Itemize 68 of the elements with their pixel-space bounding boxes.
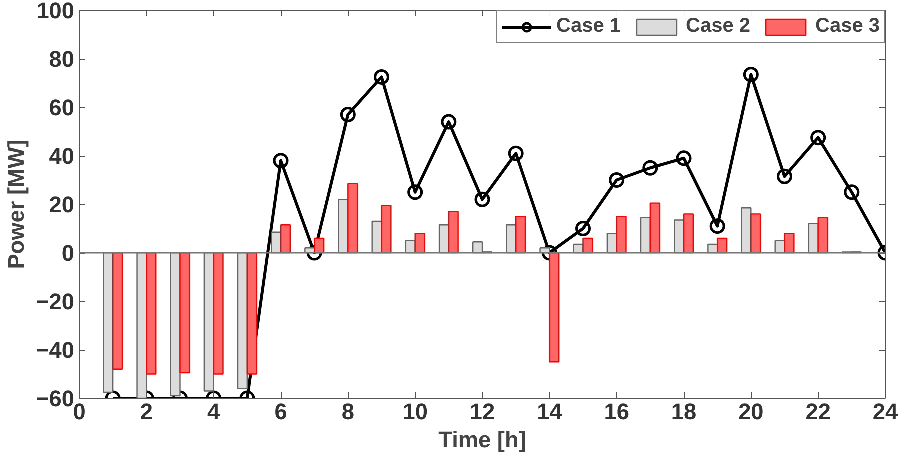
x-tick-label: 6 [274, 398, 288, 424]
y-tick-label: 100 [36, 0, 75, 24]
point [609, 172, 625, 188]
point [777, 168, 792, 184]
x-tick-label: 22 [806, 398, 831, 424]
bar [170, 252, 181, 397]
y-tick-label: 80 [49, 46, 74, 72]
x-tick-label: 24 [872, 398, 898, 424]
bar [818, 217, 828, 254]
y-tick-label: −40 [36, 337, 75, 363]
x-tick-label: 8 [342, 398, 354, 424]
bar [750, 214, 762, 254]
point [810, 130, 826, 146]
x-axis-title: Time [h] [438, 426, 526, 452]
legend-label: Case 1 [556, 15, 621, 38]
legend-label: Case 2 [686, 15, 750, 38]
bar [280, 224, 292, 254]
bar [103, 252, 114, 394]
x-tick-label: 16 [604, 398, 630, 424]
x-tick-label: 4 [208, 398, 221, 424]
y-tick-label: −20 [36, 288, 75, 314]
bar [348, 183, 358, 254]
legend-label: Case 3 [816, 15, 880, 38]
x-tick-label: 12 [470, 398, 496, 424]
bar [582, 238, 594, 254]
bar [549, 252, 560, 363]
bar [414, 233, 426, 254]
point [844, 184, 860, 200]
y-tick-label: 0 [62, 240, 75, 266]
x-tick-label: 14 [537, 398, 563, 424]
point [576, 221, 591, 236]
point [710, 218, 726, 234]
point [743, 67, 759, 82]
bar [472, 241, 484, 254]
bar [180, 252, 190, 374]
point [441, 114, 457, 130]
point [474, 192, 490, 208]
bar [515, 216, 526, 254]
bar [246, 252, 258, 375]
bar [683, 214, 694, 254]
bar [146, 252, 157, 375]
y-axis-title: Power [MW] [3, 140, 30, 270]
y-tick-label: −60 [36, 386, 75, 412]
y-tick-label: 60 [49, 94, 74, 120]
bar [314, 238, 325, 254]
x-tick-label: 20 [738, 398, 764, 424]
x-tick-label: 18 [671, 398, 697, 424]
point [340, 107, 356, 123]
bar [136, 252, 148, 398]
y-tick-label: 40 [49, 143, 74, 169]
bar [381, 205, 392, 254]
x-tick-label: 10 [402, 398, 428, 424]
bar [716, 238, 728, 254]
point [508, 146, 524, 162]
point [676, 150, 692, 166]
bar [616, 216, 627, 254]
bar [237, 252, 248, 390]
bar [784, 233, 795, 254]
bar [448, 211, 459, 254]
point [408, 184, 424, 200]
bar [213, 252, 224, 375]
bar [112, 252, 124, 370]
point [642, 160, 658, 176]
point [273, 153, 289, 169]
y-tick-label: 20 [49, 192, 74, 218]
bar [650, 202, 660, 254]
bar [741, 208, 752, 254]
x-tick-label: 2 [140, 398, 153, 424]
